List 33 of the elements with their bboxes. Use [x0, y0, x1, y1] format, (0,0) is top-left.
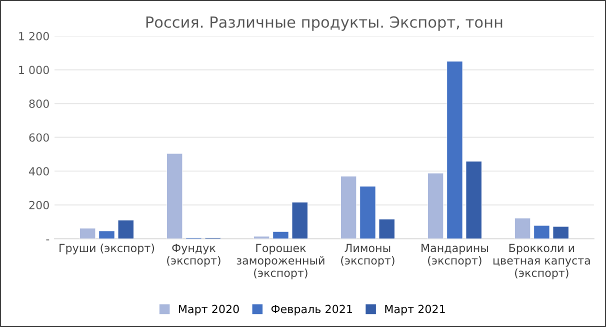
- y-tick-label: 200: [29, 200, 49, 210]
- chart-title: Россия. Различные продукты. Экспорт, тонн: [146, 16, 502, 31]
- legend-label: Март 2021: [385, 304, 445, 316]
- legend-label: Март 2020: [179, 304, 239, 316]
- x-tick-label: Лимоны (экспорт): [341, 244, 394, 267]
- bar: [272, 231, 289, 239]
- y-tick-label: 400: [29, 167, 49, 176]
- bar: [428, 172, 444, 239]
- bar: [98, 230, 115, 239]
- bar: [292, 202, 308, 239]
- bar: [166, 153, 183, 239]
- bar: [514, 218, 531, 239]
- legend-label: Февраль 2021: [271, 304, 352, 316]
- x-tick-label: Фундук (экспорт): [167, 244, 220, 267]
- y-tick-label: -: [46, 239, 50, 240]
- bar: [80, 228, 96, 239]
- bar: [340, 176, 357, 239]
- bar: [360, 186, 376, 239]
- bar: [378, 218, 395, 239]
- x-tick-label: Мандарины (экспорт): [422, 244, 488, 267]
- x-tick-label: Горошек замороженный (экспорт): [236, 244, 324, 280]
- y-tick-label: 1 200: [19, 32, 49, 40]
- bar: [118, 220, 134, 239]
- y-tick-label: 800: [29, 100, 49, 108]
- bar: [466, 161, 482, 239]
- y-tick-label: 1 000: [19, 66, 49, 74]
- bar: [446, 61, 463, 239]
- y-tick-label: 600: [29, 133, 49, 142]
- bar: [552, 226, 569, 239]
- bar: [534, 225, 550, 239]
- x-tick-label: Брокколи и цветная капуста (экспорт): [493, 244, 590, 280]
- x-tick-label: Груши (экспорт): [60, 244, 154, 254]
- bar: [254, 236, 270, 239]
